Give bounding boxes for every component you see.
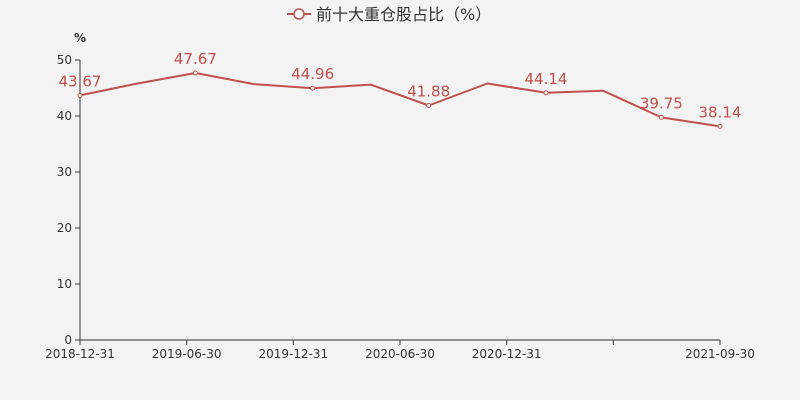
data-label: 44.96 <box>291 65 334 83</box>
chart-legend[interactable]: 前十大重仓股占比（%） <box>287 5 491 24</box>
x-axis: 2018-12-31 2019-06-30 2019-12-31 2020-06-30… <box>45 339 755 361</box>
data-labels: 43.67 47.67 44.96 41.88 44.14 39.75 38.14 <box>59 50 742 121</box>
y-tick-label: 40 <box>57 109 72 123</box>
data-point <box>717 123 723 129</box>
data-point <box>658 114 664 120</box>
data-point <box>543 90 549 96</box>
series-line <box>79 72 721 128</box>
data-point <box>310 85 316 91</box>
data-label: 41.88 <box>407 82 450 100</box>
x-tick-label: 2021-09-30 <box>685 347 755 361</box>
x-tick-label: 2019-06-30 <box>152 347 222 361</box>
data-label: 38.14 <box>699 103 742 121</box>
x-tick-label: 2020-06-30 <box>365 347 435 361</box>
data-label: 47.67 <box>174 50 217 68</box>
data-point <box>426 102 432 108</box>
y-axis-unit-label: % <box>74 31 86 45</box>
y-tick-label: 50 <box>57 53 72 67</box>
data-label: 43.67 <box>59 72 102 90</box>
y-tick-label: 30 <box>57 165 72 179</box>
y-axis: 0 10 20 30 40 50 <box>57 53 81 347</box>
data-label: 39.75 <box>640 94 683 112</box>
data-label: 44.14 <box>524 70 567 88</box>
legend-marker-icon <box>293 8 305 20</box>
legend-label: 前十大重仓股占比（%） <box>316 5 491 24</box>
series-points <box>77 70 723 129</box>
y-tick-label: 20 <box>57 221 72 235</box>
y-tick-label: 10 <box>57 277 72 291</box>
x-tick-label: 2018-12-31 <box>45 347 115 361</box>
data-point <box>77 92 83 98</box>
x-tick-label: 2020-12-31 <box>472 347 542 361</box>
y-tick-label: 0 <box>64 333 72 347</box>
x-tick-label: 2019-12-31 <box>258 347 328 361</box>
data-point <box>192 70 198 76</box>
